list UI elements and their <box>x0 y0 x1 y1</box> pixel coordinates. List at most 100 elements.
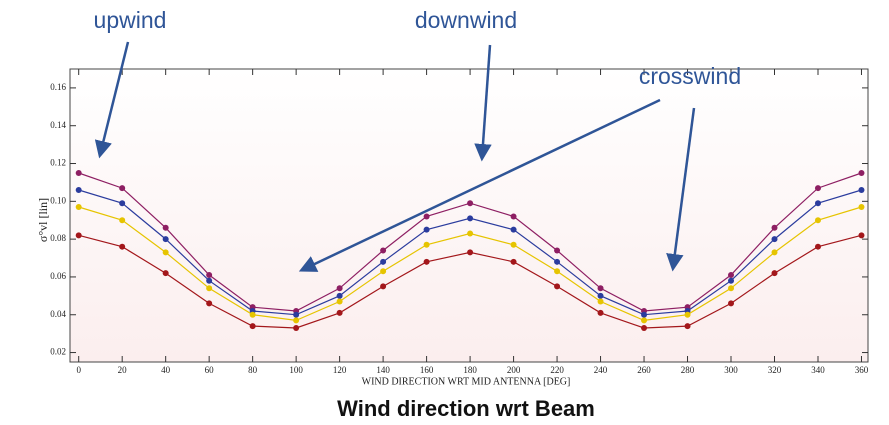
data-point <box>162 270 169 277</box>
x-tick-label: 200 <box>507 365 521 375</box>
data-point <box>510 226 517 233</box>
x-tick-label: 40 <box>161 365 171 375</box>
data-point <box>467 249 474 256</box>
x-tick-label: 340 <box>811 365 825 375</box>
x-tick-label: 100 <box>289 365 303 375</box>
data-point <box>162 249 169 256</box>
data-point <box>728 272 735 279</box>
data-point <box>467 215 474 222</box>
data-point <box>119 200 126 207</box>
data-point <box>162 236 169 243</box>
x-tick-label: 320 <box>768 365 782 375</box>
data-point <box>206 300 213 307</box>
annotation: downwind <box>415 7 517 33</box>
arrow <box>666 107 696 272</box>
y-tick-label: 0.16 <box>50 82 66 92</box>
x-tick-label: 180 <box>463 365 477 375</box>
data-point <box>858 186 865 193</box>
data-point <box>206 272 213 279</box>
data-point <box>336 309 343 316</box>
data-point <box>75 232 82 239</box>
data-point <box>467 230 474 237</box>
x-tick-label: 300 <box>724 365 738 375</box>
data-point <box>423 213 430 220</box>
x-tick-label: 220 <box>550 365 564 375</box>
data-point <box>684 311 691 318</box>
x-tick-label: 280 <box>681 365 695 375</box>
x-tick-label: 260 <box>637 365 651 375</box>
arrow <box>94 41 130 159</box>
data-point <box>293 324 300 331</box>
data-point <box>380 258 387 265</box>
x-tick-label: 240 <box>594 365 608 375</box>
x-tick-label: 160 <box>420 365 434 375</box>
data-point <box>293 311 300 318</box>
x-tick-label: 120 <box>333 365 347 375</box>
data-point <box>771 249 778 256</box>
data-point <box>380 247 387 254</box>
y-tick-label: 0.12 <box>50 158 66 168</box>
data-point <box>467 200 474 207</box>
data-point <box>641 311 648 318</box>
data-point <box>119 243 126 250</box>
chart-title: Wind direction wrt Beam <box>337 396 595 421</box>
y-tick-label: 0.10 <box>50 195 66 205</box>
y-tick-label: 0.14 <box>50 120 66 130</box>
data-point <box>641 324 648 331</box>
data-point <box>119 185 126 192</box>
data-point <box>814 243 821 250</box>
y-tick-label: 0.06 <box>50 271 66 281</box>
data-point <box>814 200 821 207</box>
data-point <box>510 213 517 220</box>
x-tick-label: 140 <box>376 365 390 375</box>
data-point <box>771 224 778 231</box>
data-point <box>597 292 604 299</box>
data-point <box>510 241 517 248</box>
y-tick-label: 0.08 <box>50 233 66 243</box>
x-tick-label: 360 <box>855 365 869 375</box>
x-tick-label: 60 <box>205 365 215 375</box>
data-point <box>554 258 561 265</box>
arrow <box>474 44 492 162</box>
data-point <box>510 258 517 265</box>
data-point <box>814 217 821 224</box>
data-point <box>119 217 126 224</box>
data-point <box>75 186 82 193</box>
data-point <box>597 309 604 316</box>
data-point <box>423 258 430 265</box>
data-point <box>597 298 604 305</box>
data-point <box>728 277 735 284</box>
x-tick-label: 20 <box>118 365 128 375</box>
y-tick-label: 0.02 <box>50 347 66 357</box>
data-point <box>554 247 561 254</box>
data-point <box>249 323 256 330</box>
x-tick-label: 0 <box>76 365 81 375</box>
data-point <box>554 268 561 275</box>
data-point <box>597 285 604 292</box>
data-point <box>162 224 169 231</box>
data-point <box>336 285 343 292</box>
x-axis-label: WIND DIRECTION WRT MID ANTENNA [DEG] <box>362 376 571 387</box>
arrow <box>298 98 661 272</box>
data-point <box>75 169 82 176</box>
data-point <box>858 232 865 239</box>
data-point <box>771 236 778 243</box>
data-point <box>858 203 865 210</box>
data-point <box>728 300 735 307</box>
annotation: crosswind <box>639 63 741 89</box>
annotation: upwind <box>94 7 167 33</box>
data-point <box>684 323 691 330</box>
plot-frame <box>69 68 869 363</box>
data-point <box>814 185 821 192</box>
data-point <box>336 298 343 305</box>
data-point <box>423 226 430 233</box>
data-point <box>771 270 778 277</box>
data-point <box>380 268 387 275</box>
data-point <box>641 317 648 324</box>
x-tick-label: 80 <box>248 365 258 375</box>
data-point <box>380 283 387 290</box>
y-axis-label: σ°vl [lin] <box>36 198 50 242</box>
y-tick-label: 0.04 <box>50 309 66 319</box>
data-point <box>75 203 82 210</box>
